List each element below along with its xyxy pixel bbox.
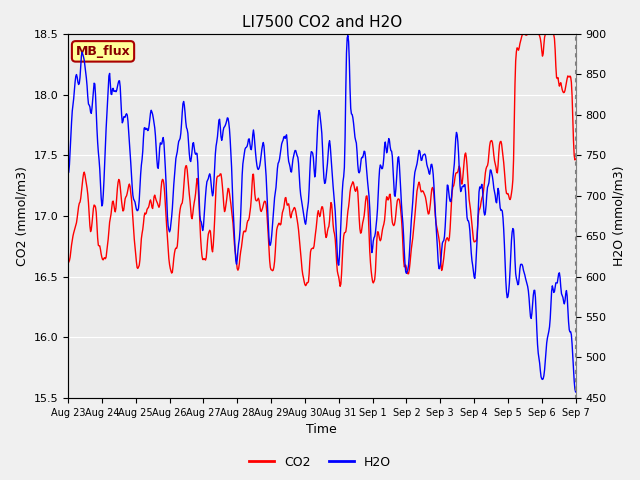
Legend: CO2, H2O: CO2, H2O (244, 451, 396, 474)
Y-axis label: CO2 (mmol/m3): CO2 (mmol/m3) (15, 166, 28, 266)
X-axis label: Time: Time (307, 423, 337, 436)
Title: LI7500 CO2 and H2O: LI7500 CO2 and H2O (242, 15, 402, 30)
Y-axis label: H2O (mmol/m3): H2O (mmol/m3) (612, 166, 625, 266)
Text: MB_flux: MB_flux (76, 45, 131, 58)
